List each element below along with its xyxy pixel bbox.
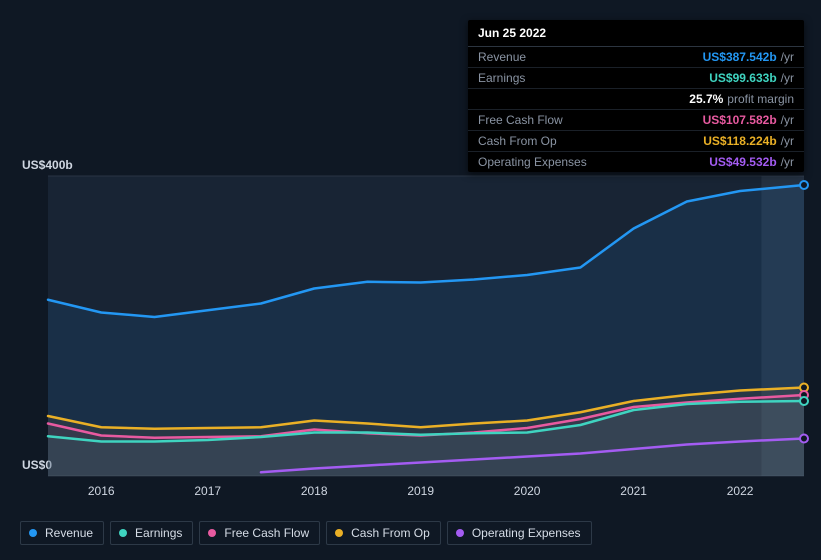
tooltip-row-label: Free Cash Flow — [478, 113, 563, 127]
legend-item-revenue[interactable]: Revenue — [20, 521, 104, 545]
legend-item-earnings[interactable]: Earnings — [110, 521, 193, 545]
x-axis-tick: 2016 — [88, 484, 115, 498]
legend-swatch-icon — [335, 529, 343, 537]
tooltip-row-label: Earnings — [478, 71, 525, 85]
tooltip-profit-margin: 25.7%profit margin — [468, 89, 804, 110]
legend-item-operating_expenses[interactable]: Operating Expenses — [447, 521, 592, 545]
tooltip-date: Jun 25 2022 — [468, 20, 804, 47]
tooltip-row-label: Operating Expenses — [478, 155, 587, 169]
tooltip-body: Revenue US$387.542b/yr Earnings US$99.633b/… — [468, 47, 804, 172]
legend-item-label: Earnings — [135, 526, 182, 540]
plot-area[interactable] — [18, 176, 804, 476]
legend-item-cash_from_op[interactable]: Cash From Op — [326, 521, 441, 545]
x-axis-tick: 2022 — [727, 484, 754, 498]
tooltip-row: Revenue US$387.542b/yr — [468, 47, 804, 68]
legend-swatch-icon — [29, 529, 37, 537]
tooltip-panel: Jun 25 2022 Revenue US$387.542b/yr Earning… — [468, 20, 804, 172]
tooltip-row: Free Cash Flow US$107.582b/yr — [468, 110, 804, 131]
tooltip-row-value: US$99.633b/yr — [709, 71, 794, 85]
tooltip-row: Earnings US$99.633b/yr — [468, 68, 804, 89]
x-axis-tick: 2018 — [301, 484, 328, 498]
legend-item-free_cash_flow[interactable]: Free Cash Flow — [199, 521, 320, 545]
x-axis-tick: 2019 — [407, 484, 434, 498]
legend: Revenue Earnings Free Cash Flow Cash From O… — [20, 521, 592, 545]
legend-swatch-icon — [119, 529, 127, 537]
tooltip-row-label: Cash From Op — [478, 134, 557, 148]
x-axis-tick: 2017 — [194, 484, 221, 498]
tooltip-row: Operating Expenses US$49.532b/yr — [468, 152, 804, 172]
chart-container: Jun 25 2022 Revenue US$387.542b/yr Earning… — [0, 0, 821, 560]
tooltip-row-value: US$387.542b/yr — [703, 50, 794, 64]
series-endpoint-earnings — [800, 397, 808, 405]
tooltip-row-value: US$118.224b/yr — [703, 134, 794, 148]
series-endpoint-revenue — [800, 181, 808, 189]
tooltip-row-value: US$49.532b/yr — [709, 155, 794, 169]
y-axis-label-max: US$400b — [22, 158, 73, 172]
legend-swatch-icon — [208, 529, 216, 537]
tooltip-row-value: US$107.582b/yr — [703, 113, 794, 127]
tooltip-row-label: Revenue — [478, 50, 526, 64]
series-endpoint-operating_expenses — [800, 435, 808, 443]
x-axis-tick: 2020 — [514, 484, 541, 498]
legend-item-label: Free Cash Flow — [224, 526, 309, 540]
tooltip-row: Cash From Op US$118.224b/yr — [468, 131, 804, 152]
x-axis-tick: 2021 — [620, 484, 647, 498]
legend-item-label: Cash From Op — [351, 526, 430, 540]
legend-item-label: Operating Expenses — [472, 526, 581, 540]
legend-item-label: Revenue — [45, 526, 93, 540]
legend-swatch-icon — [456, 529, 464, 537]
